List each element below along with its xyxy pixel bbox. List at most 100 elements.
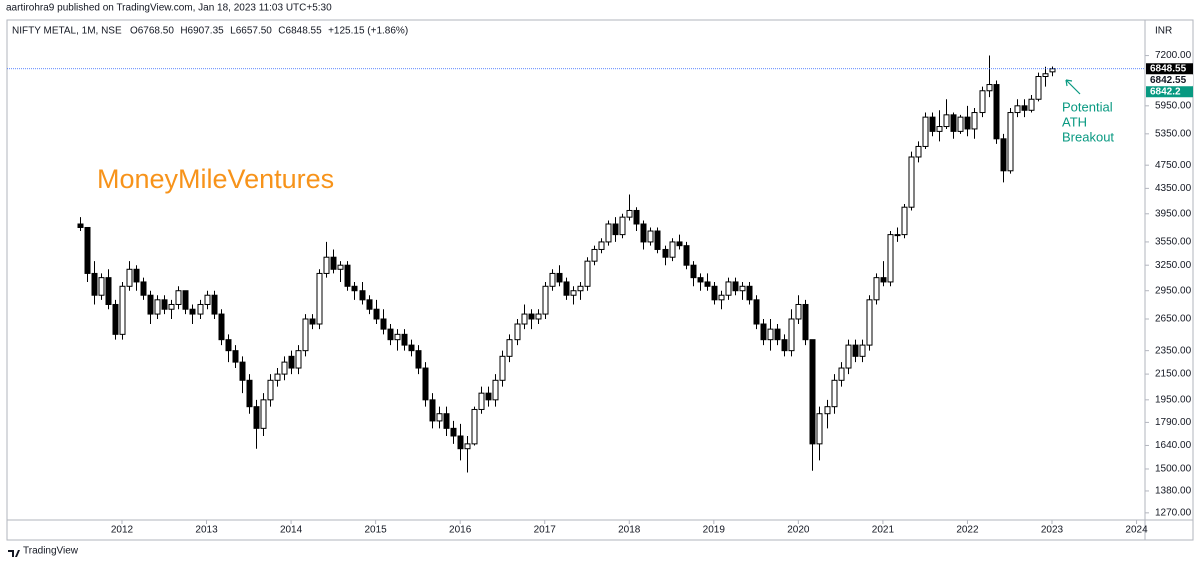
- candle-body: [690, 264, 697, 279]
- candle-body: [852, 344, 859, 357]
- y-tick-label: 1270.00: [1155, 507, 1192, 518]
- candle-body: [380, 318, 387, 330]
- candle-body: [859, 344, 866, 357]
- candle-body: [302, 318, 309, 352]
- candle-body: [1042, 73, 1049, 78]
- candle-body: [1035, 76, 1042, 100]
- candle-body: [887, 234, 894, 283]
- candle-body: [584, 260, 591, 287]
- candle-body: [894, 234, 901, 237]
- candle-body: [591, 248, 598, 262]
- candle-body: [344, 264, 351, 287]
- candle-body: [979, 90, 986, 114]
- candle-body: [126, 268, 133, 287]
- candle-body: [112, 303, 119, 335]
- candle-body: [901, 206, 908, 236]
- y-tick-label: 3550.00: [1155, 237, 1192, 248]
- candle-body: [781, 339, 788, 352]
- candle-body: [161, 299, 168, 310]
- price-label: 6842.2: [1150, 86, 1181, 97]
- price-label-bg: [1146, 86, 1193, 98]
- y-tick-label: 1380.00: [1155, 486, 1192, 497]
- candle-body: [824, 406, 831, 415]
- x-tick-label: 2022: [956, 525, 979, 536]
- candle-body: [598, 241, 605, 250]
- candle-body: [168, 303, 175, 310]
- candle-body: [774, 328, 781, 341]
- candle-body: [366, 299, 373, 310]
- candle-body: [330, 256, 337, 270]
- candle-body: [662, 248, 669, 258]
- candle-body: [943, 114, 950, 128]
- candle-body: [119, 285, 126, 335]
- legend-value: L6657.50: [230, 26, 272, 37]
- candle-body: [457, 435, 464, 450]
- candle-body: [436, 413, 443, 422]
- candle-body: [676, 241, 683, 247]
- candle-body: [1014, 105, 1021, 114]
- candle-body: [98, 277, 105, 296]
- candle-body: [260, 399, 267, 429]
- y-tick-label: 3250.00: [1155, 260, 1192, 271]
- candle-body: [831, 379, 838, 408]
- y-tick-label: 4350.00: [1155, 183, 1192, 194]
- candle-body: [492, 379, 499, 401]
- candle-body: [873, 277, 880, 301]
- candle-body: [274, 373, 281, 381]
- candle-body: [809, 339, 816, 445]
- candle-body: [464, 443, 471, 450]
- candle-body: [521, 313, 528, 325]
- candle-body: [626, 209, 633, 218]
- x-tick-label: 2016: [449, 525, 472, 536]
- candle-body: [845, 344, 852, 369]
- x-tick-label: 2024: [1125, 525, 1148, 536]
- candle-body: [267, 379, 274, 401]
- candle-body: [429, 399, 436, 422]
- candle-body: [563, 281, 570, 296]
- y-tick-label: 7200.00: [1155, 50, 1192, 61]
- candle-body: [767, 328, 774, 341]
- candle-body: [84, 226, 91, 274]
- candle-body: [394, 333, 401, 341]
- candle-body: [605, 223, 612, 243]
- ohlc-legend: O6768.50 H6907.35 L6657.50 C6848.55 +125.15 …: [130, 26, 408, 37]
- candle-body: [506, 339, 513, 357]
- y-tick-label: 1950.00: [1155, 394, 1192, 405]
- candle-body: [211, 294, 218, 315]
- candle-body: [253, 406, 260, 429]
- x-tick-label: 2012: [111, 525, 134, 536]
- annotation-arrow: [1065, 79, 1081, 95]
- candle-body: [795, 303, 802, 320]
- candle-body: [669, 241, 676, 258]
- candle-body: [1028, 98, 1035, 111]
- candle-body: [316, 272, 323, 325]
- candle-body: [478, 392, 485, 410]
- candle-body: [556, 272, 563, 283]
- candle-body: [499, 355, 506, 381]
- candle-body: [922, 116, 929, 147]
- candle-body: [387, 328, 394, 341]
- legend-value: H6907.35: [180, 26, 224, 37]
- arrow-head: [1065, 79, 1073, 87]
- candle-body: [746, 285, 753, 301]
- candle-body: [753, 299, 760, 325]
- candle-body: [697, 277, 704, 283]
- candle-body: [140, 281, 147, 296]
- candle-body: [711, 285, 718, 301]
- x-tick-label: 2021: [872, 525, 895, 536]
- candle-body: [915, 145, 922, 158]
- symbol: NIFTY METAL, 1M, NSE: [12, 26, 122, 37]
- legend-value: +125.15 (+1.86%): [328, 26, 408, 37]
- candle-body: [422, 367, 429, 401]
- x-tick-label: 2018: [618, 525, 641, 536]
- candle-body: [788, 318, 795, 352]
- x-tick-label: 2017: [534, 525, 557, 536]
- candle-body: [542, 285, 549, 315]
- candle-body: [225, 339, 232, 352]
- x-tick-label: 2014: [280, 525, 303, 536]
- x-tick-label: 2019: [703, 525, 726, 536]
- candle-body: [154, 299, 161, 315]
- candle-body: [957, 116, 964, 132]
